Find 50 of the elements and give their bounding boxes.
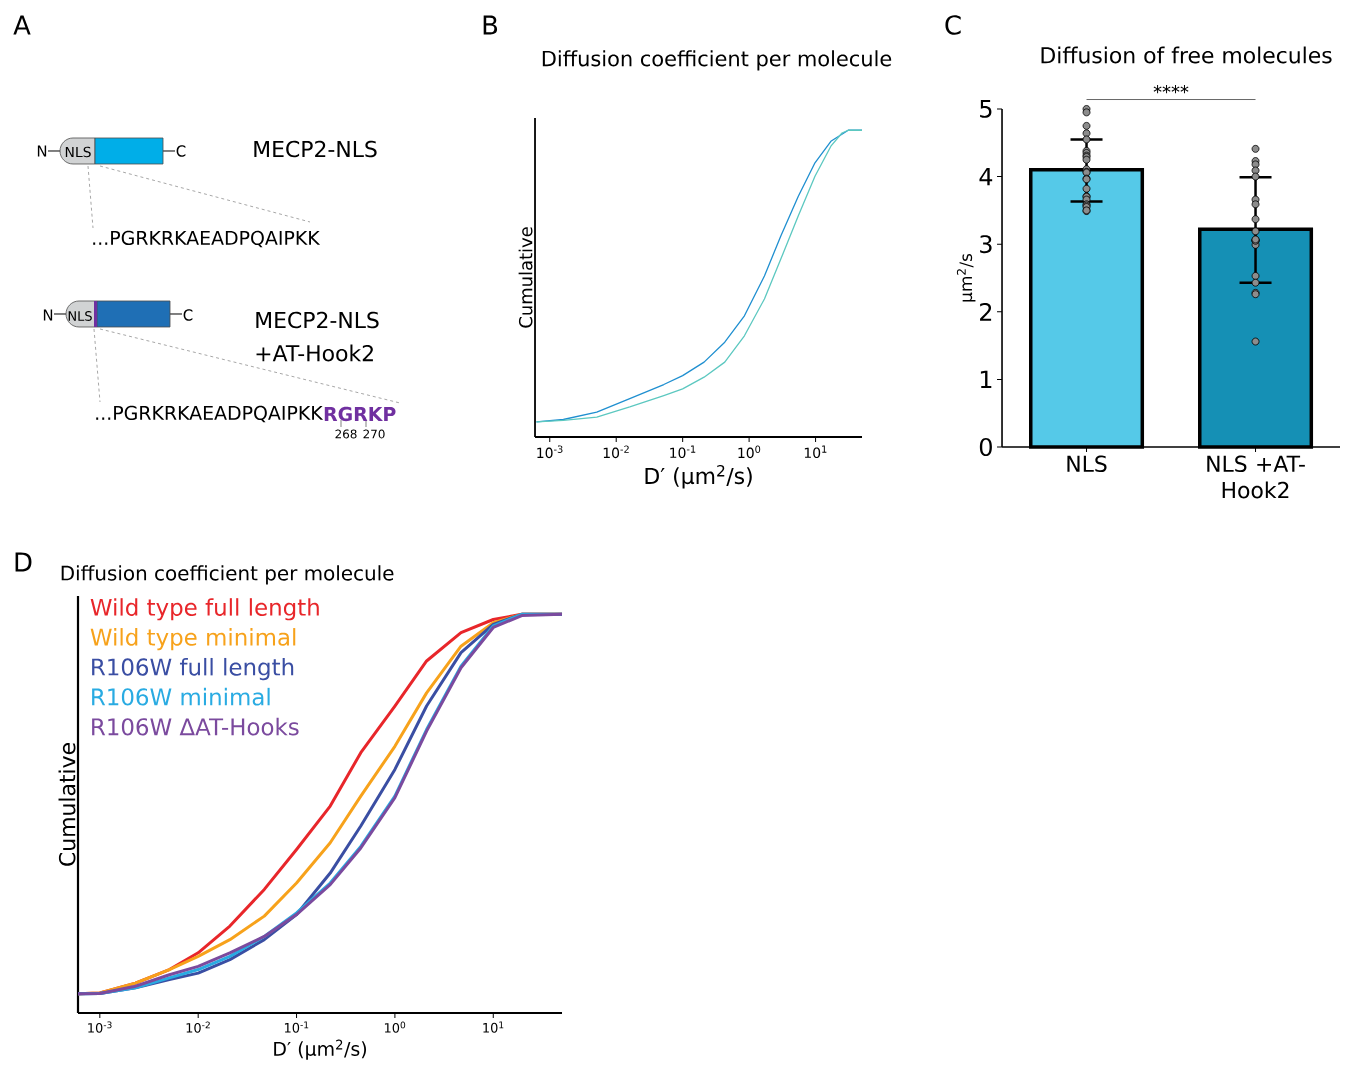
x-tick-label: 10$^{-2}$ bbox=[603, 445, 629, 459]
text: C bbox=[183, 309, 193, 321]
x-axis-title: D′ (μm$^{2}$/s) bbox=[645, 464, 752, 489]
x-tick-label: NLS +AT-Hook2 bbox=[1207, 455, 1305, 499]
text: Wild type full length bbox=[90, 598, 319, 621]
x-tick-label: 10$^{-1}$ bbox=[284, 1021, 309, 1033]
x-tick-label: 10$^{-3}$ bbox=[88, 1021, 112, 1033]
x-tick-label: 10$^{0}$ bbox=[384, 1021, 406, 1033]
chart-title: Diffusion coefficient per molecule bbox=[61, 565, 394, 585]
x-tick-label: 10$^{1}$ bbox=[804, 445, 827, 459]
y-tick-label: 4 bbox=[979, 167, 993, 186]
text: ...PGRKRKAEADPQAIPKK bbox=[96, 405, 324, 423]
chart-title: Diffusion of free molecules bbox=[1041, 46, 1332, 64]
y-axis-title: Cumulative bbox=[58, 743, 76, 866]
y-tick-label: 0 bbox=[979, 437, 992, 457]
x-tick-label: 10$^{-3}$ bbox=[537, 445, 563, 459]
text: RGRKP bbox=[324, 406, 396, 422]
text: A bbox=[13, 15, 31, 35]
y-tick-label: 2 bbox=[980, 302, 992, 321]
text: NLS bbox=[65, 146, 91, 158]
x-tick-label: 10$^{0}$ bbox=[738, 445, 761, 459]
x-tick-label: 10$^{1}$ bbox=[483, 1021, 504, 1033]
chart-title: Diffusion coefficient per molecule bbox=[542, 50, 892, 71]
text: **** bbox=[1153, 85, 1189, 94]
text: R106W ΔAT-Hooks bbox=[92, 717, 299, 736]
text: MECP2-NLS bbox=[256, 311, 379, 329]
y-axis-title: μm$^{2}$/s bbox=[956, 253, 976, 302]
text: D bbox=[15, 552, 32, 572]
y-tick-label: 5 bbox=[980, 100, 992, 118]
y-tick-label: 3 bbox=[980, 235, 992, 254]
text: Wild type minimal bbox=[90, 628, 296, 651]
text: MECP2-NLS bbox=[254, 140, 377, 158]
text: R106W full length bbox=[92, 657, 294, 681]
text: ...PGRKRKAEADPQAIPKK bbox=[93, 230, 321, 248]
text: +AT-Hook2 bbox=[256, 344, 373, 362]
y-tick-label: 1 bbox=[980, 370, 992, 389]
text: NLS bbox=[68, 311, 92, 321]
text: C bbox=[176, 145, 186, 157]
text: N bbox=[43, 309, 53, 321]
x-tick-label: 10$^{-2}$ bbox=[186, 1021, 210, 1033]
text: 268 bbox=[335, 429, 357, 439]
text: N bbox=[37, 145, 47, 157]
text: B bbox=[483, 15, 498, 35]
y-axis-title: Cumulative bbox=[518, 227, 533, 328]
text: 270 bbox=[363, 429, 385, 439]
x-tick-label: 10$^{-1}$ bbox=[670, 445, 696, 459]
x-axis-title: D′ (μm$^{2}$/s) bbox=[274, 1039, 367, 1060]
text: R106W minimal bbox=[92, 687, 270, 706]
x-tick-label: NLS bbox=[1067, 455, 1107, 473]
text: C bbox=[945, 15, 961, 35]
